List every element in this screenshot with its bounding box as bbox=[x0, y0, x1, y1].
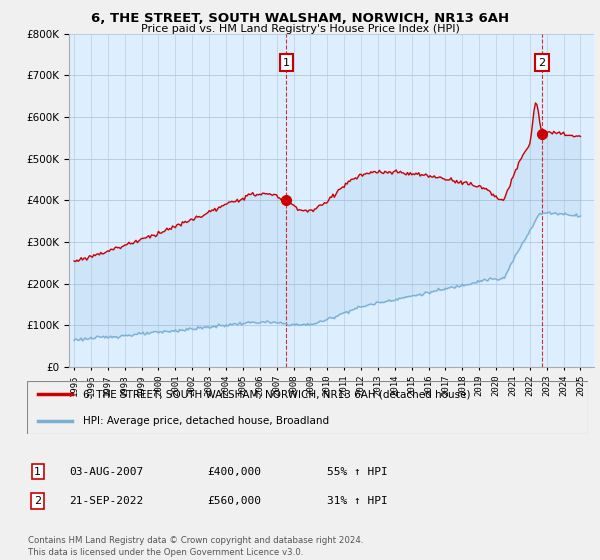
Text: HPI: Average price, detached house, Broadland: HPI: Average price, detached house, Broa… bbox=[83, 416, 329, 426]
Text: 21-SEP-2022: 21-SEP-2022 bbox=[69, 496, 143, 506]
Text: 1: 1 bbox=[34, 466, 41, 477]
Text: Contains HM Land Registry data © Crown copyright and database right 2024.
This d: Contains HM Land Registry data © Crown c… bbox=[28, 536, 364, 557]
Text: Price paid vs. HM Land Registry's House Price Index (HPI): Price paid vs. HM Land Registry's House … bbox=[140, 24, 460, 34]
Text: 55% ↑ HPI: 55% ↑ HPI bbox=[327, 466, 388, 477]
Text: 2: 2 bbox=[538, 58, 545, 68]
Text: £560,000: £560,000 bbox=[207, 496, 261, 506]
Text: £400,000: £400,000 bbox=[207, 466, 261, 477]
Text: 31% ↑ HPI: 31% ↑ HPI bbox=[327, 496, 388, 506]
Text: 6, THE STREET, SOUTH WALSHAM, NORWICH, NR13 6AH (detached house): 6, THE STREET, SOUTH WALSHAM, NORWICH, N… bbox=[83, 389, 470, 399]
Text: 1: 1 bbox=[283, 58, 290, 68]
Text: 2: 2 bbox=[34, 496, 41, 506]
Text: 6, THE STREET, SOUTH WALSHAM, NORWICH, NR13 6AH: 6, THE STREET, SOUTH WALSHAM, NORWICH, N… bbox=[91, 12, 509, 25]
Text: 03-AUG-2007: 03-AUG-2007 bbox=[69, 466, 143, 477]
